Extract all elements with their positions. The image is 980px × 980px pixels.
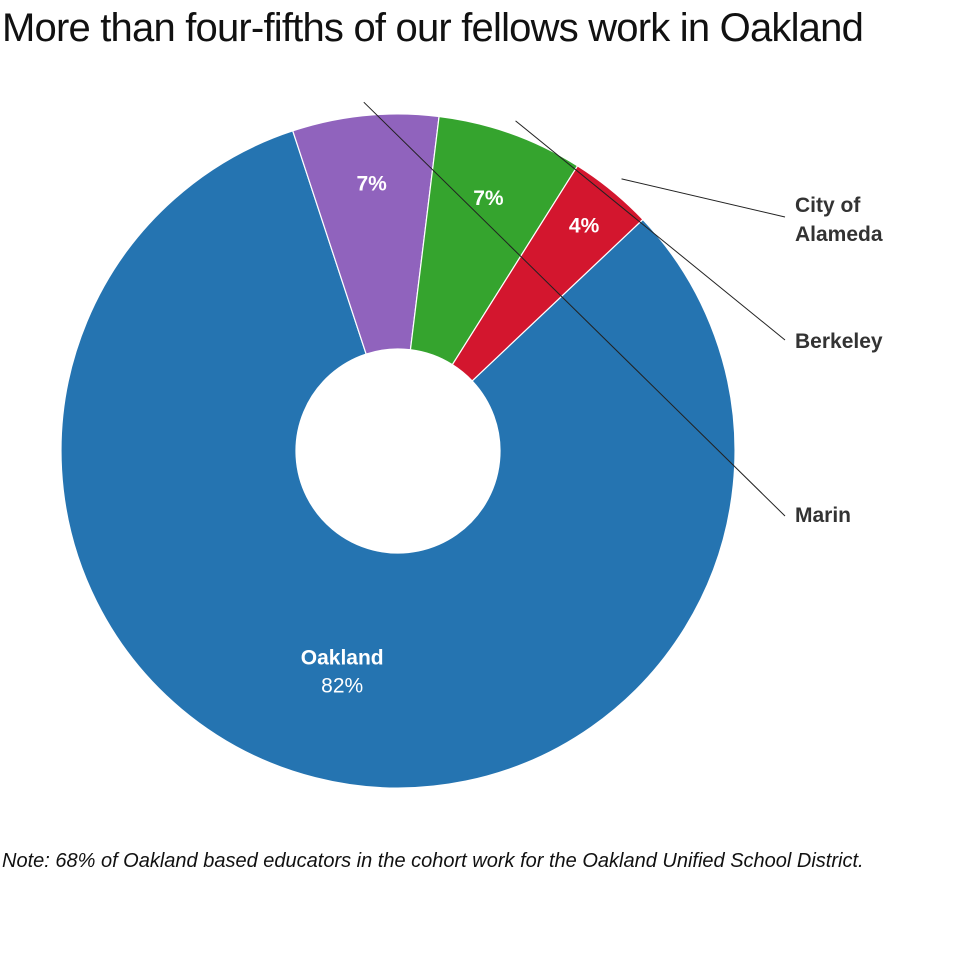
- category-label-marin: Marin: [795, 504, 851, 527]
- slice-label-oakland: Oakland 82%: [301, 647, 384, 698]
- leader-lines: [363, 101, 786, 517]
- slice-value-marin: 7%: [357, 173, 388, 196]
- slice-oakland: [60, 130, 736, 789]
- slice-labels: Oakland 82% 7% Marin 7% Berkeley 4% City of Alam…: [301, 173, 883, 698]
- category-label-city-of-alameda: City of Alameda: [795, 194, 883, 246]
- leader-line-marin: [363, 101, 786, 517]
- chart-title: More than four-fifths of our fellows wor…: [2, 6, 864, 50]
- leader-line-berkeley: [515, 120, 786, 341]
- chart-slices: [60, 113, 736, 789]
- category-label-berkeley: Berkeley: [795, 330, 883, 353]
- slice-value-city-of-alameda: 4%: [569, 214, 600, 237]
- donut-chart: Oakland 82% 7% Marin 7% Berkeley 4% City of Alam…: [60, 101, 883, 789]
- slice-city-of-alameda: [451, 165, 644, 382]
- slice-value-berkeley: 7%: [473, 187, 504, 210]
- leader-line-city-of-alameda: [621, 178, 786, 218]
- chart-note: Note: 68% of Oakland based educators in …: [2, 850, 864, 872]
